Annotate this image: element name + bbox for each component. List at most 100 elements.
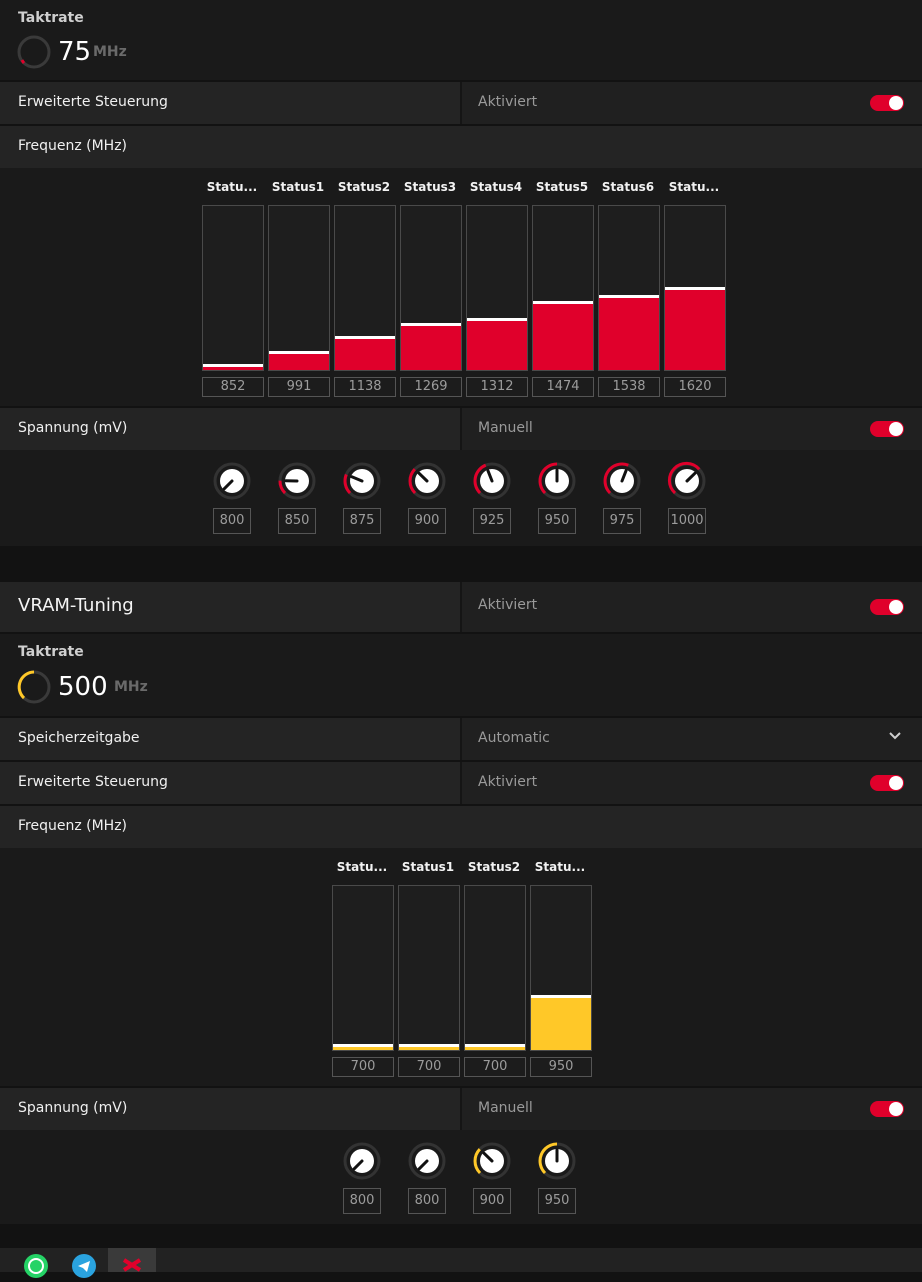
gpu-state-bar-handle[interactable] <box>401 323 461 326</box>
gpu-voltage-knob[interactable] <box>667 461 707 501</box>
vram-state-bar-handle[interactable] <box>399 1044 459 1047</box>
gpu-voltage-value[interactable]: 800 <box>213 508 251 534</box>
vram-tuning-toggle[interactable] <box>870 599 904 615</box>
gpu-state-bar[interactable] <box>334 205 396 371</box>
gpu-voltage-knob[interactable] <box>472 461 512 501</box>
gpu-voltage-knobs: 800 850 875 900 925 950 975 1000 <box>0 450 922 546</box>
vram-voltage-knob[interactable] <box>342 1141 382 1181</box>
vram-voltage-mode: Manuell <box>478 1100 533 1116</box>
vram-voltage-value[interactable]: 800 <box>408 1188 446 1214</box>
vram-advanced-control-label: Erweiterte Steuerung <box>18 774 168 790</box>
gpu-state-bar[interactable] <box>598 205 660 371</box>
vram-advanced-control-row: Erweiterte Steuerung Aktiviert <box>0 762 922 804</box>
active-app-tab[interactable] <box>108 1248 156 1272</box>
vram-state-bar[interactable] <box>530 885 592 1051</box>
vram-state-bar-handle[interactable] <box>531 995 591 998</box>
gpu-voltage-knob[interactable] <box>407 461 447 501</box>
vram-clock-value: 500 <box>58 672 108 702</box>
gpu-voltage-value[interactable]: 950 <box>538 508 576 534</box>
gpu-state-bar[interactable] <box>532 205 594 371</box>
gpu-state-bar-fill <box>599 298 659 370</box>
gpu-state-label: Status6 <box>597 180 659 194</box>
gpu-voltage-value[interactable]: 900 <box>408 508 446 534</box>
gpu-state-bar-handle[interactable] <box>203 364 263 367</box>
vram-voltage-label: Spannung (mV) <box>18 1100 127 1116</box>
vram-state-bar[interactable] <box>398 885 460 1051</box>
vram-state-bar-handle[interactable] <box>333 1044 393 1047</box>
vram-voltage-value[interactable]: 900 <box>473 1188 511 1214</box>
vram-timing-dropdown[interactable]: Automatic <box>462 718 922 760</box>
gpu-state-bar[interactable] <box>202 205 264 371</box>
vram-state-bar[interactable] <box>332 885 394 1051</box>
vram-state-value[interactable]: 700 <box>398 1057 460 1077</box>
gpu-state-label: Statu... <box>201 180 263 194</box>
gpu-voltage-value[interactable]: 850 <box>278 508 316 534</box>
gpu-voltage-value[interactable]: 875 <box>343 508 381 534</box>
gpu-state-bar-handle[interactable] <box>533 301 593 304</box>
vram-voltage-value[interactable]: 950 <box>538 1188 576 1214</box>
vram-frequency-header: Frequenz (MHz) <box>0 806 922 848</box>
gpu-state-bar[interactable] <box>268 205 330 371</box>
gpu-voltage-knob[interactable] <box>212 461 252 501</box>
vram-state-value[interactable]: 700 <box>332 1057 394 1077</box>
gpu-voltage-knob[interactable] <box>602 461 642 501</box>
gpu-voltage-label: Spannung (mV) <box>18 420 127 436</box>
vram-state-bar-fill <box>531 998 591 1050</box>
gpu-state-bar[interactable] <box>400 205 462 371</box>
vram-voltage-value[interactable]: 800 <box>343 1188 381 1214</box>
gpu-voltage-value[interactable]: 1000 <box>668 508 706 534</box>
gpu-state-value[interactable]: 991 <box>268 377 330 397</box>
gpu-voltage-value[interactable]: 975 <box>603 508 641 534</box>
gpu-advanced-control-label: Erweiterte Steuerung <box>18 94 168 110</box>
gpu-clock-unit: MHz <box>93 44 127 60</box>
gpu-state-label: Status3 <box>399 180 461 194</box>
vram-state-value[interactable]: 700 <box>464 1057 526 1077</box>
gpu-state-bar[interactable] <box>466 205 528 371</box>
gpu-advanced-control-toggle[interactable] <box>870 95 904 111</box>
vram-state-label: Status1 <box>397 860 459 874</box>
vram-state-bar[interactable] <box>464 885 526 1051</box>
vram-voltage-toggle[interactable] <box>870 1101 904 1117</box>
whatsapp-icon[interactable] <box>24 1254 48 1278</box>
gpu-state-bar-fill <box>533 304 593 370</box>
gpu-voltage-knob[interactable] <box>342 461 382 501</box>
gpu-state-bar[interactable] <box>664 205 726 371</box>
vram-state-label: Statu... <box>529 860 591 874</box>
vram-voltage-knob[interactable] <box>407 1141 447 1181</box>
vram-state-bar-fill <box>333 1047 393 1050</box>
telegram-icon[interactable] <box>72 1254 96 1278</box>
gpu-state-value[interactable]: 1138 <box>334 377 396 397</box>
gpu-voltage-knob[interactable] <box>277 461 317 501</box>
gpu-state-bar-handle[interactable] <box>665 287 725 290</box>
vram-clock-panel: Taktrate 500 MHz <box>0 634 922 716</box>
vram-voltage-knob[interactable] <box>472 1141 512 1181</box>
gpu-state-value[interactable]: 1312 <box>466 377 528 397</box>
vram-state-bar-fill <box>399 1047 459 1050</box>
gpu-voltage-row: Spannung (mV) Manuell <box>0 408 922 450</box>
gpu-state-label: Statu... <box>663 180 725 194</box>
gpu-state-value[interactable]: 1538 <box>598 377 660 397</box>
gpu-state-bar-handle[interactable] <box>269 351 329 354</box>
gpu-state-value[interactable]: 1269 <box>400 377 462 397</box>
taskbar <box>0 1248 922 1272</box>
vram-timing-row: Speicherzeitgabe Automatic <box>0 718 922 760</box>
gpu-state-bar-handle[interactable] <box>335 336 395 339</box>
gpu-voltage-value[interactable]: 925 <box>473 508 511 534</box>
gpu-state-label: Status2 <box>333 180 395 194</box>
vram-state-bar-handle[interactable] <box>465 1044 525 1047</box>
gpu-state-value[interactable]: 1474 <box>532 377 594 397</box>
gpu-state-value[interactable]: 1620 <box>664 377 726 397</box>
amd-radeon-icon <box>120 1256 144 1272</box>
vram-clock-gauge-icon <box>16 669 52 705</box>
gpu-state-bar-handle[interactable] <box>467 318 527 321</box>
vram-advanced-control-toggle[interactable] <box>870 775 904 791</box>
gpu-voltage-toggle[interactable] <box>870 421 904 437</box>
gpu-clock-gauge-icon <box>16 34 52 70</box>
vram-clock-unit: MHz <box>114 679 148 695</box>
gpu-voltage-knob[interactable] <box>537 461 577 501</box>
gpu-state-bar-handle[interactable] <box>599 295 659 298</box>
vram-voltage-knob[interactable] <box>537 1141 577 1181</box>
vram-state-value[interactable]: 950 <box>530 1057 592 1077</box>
gpu-state-value[interactable]: 852 <box>202 377 264 397</box>
